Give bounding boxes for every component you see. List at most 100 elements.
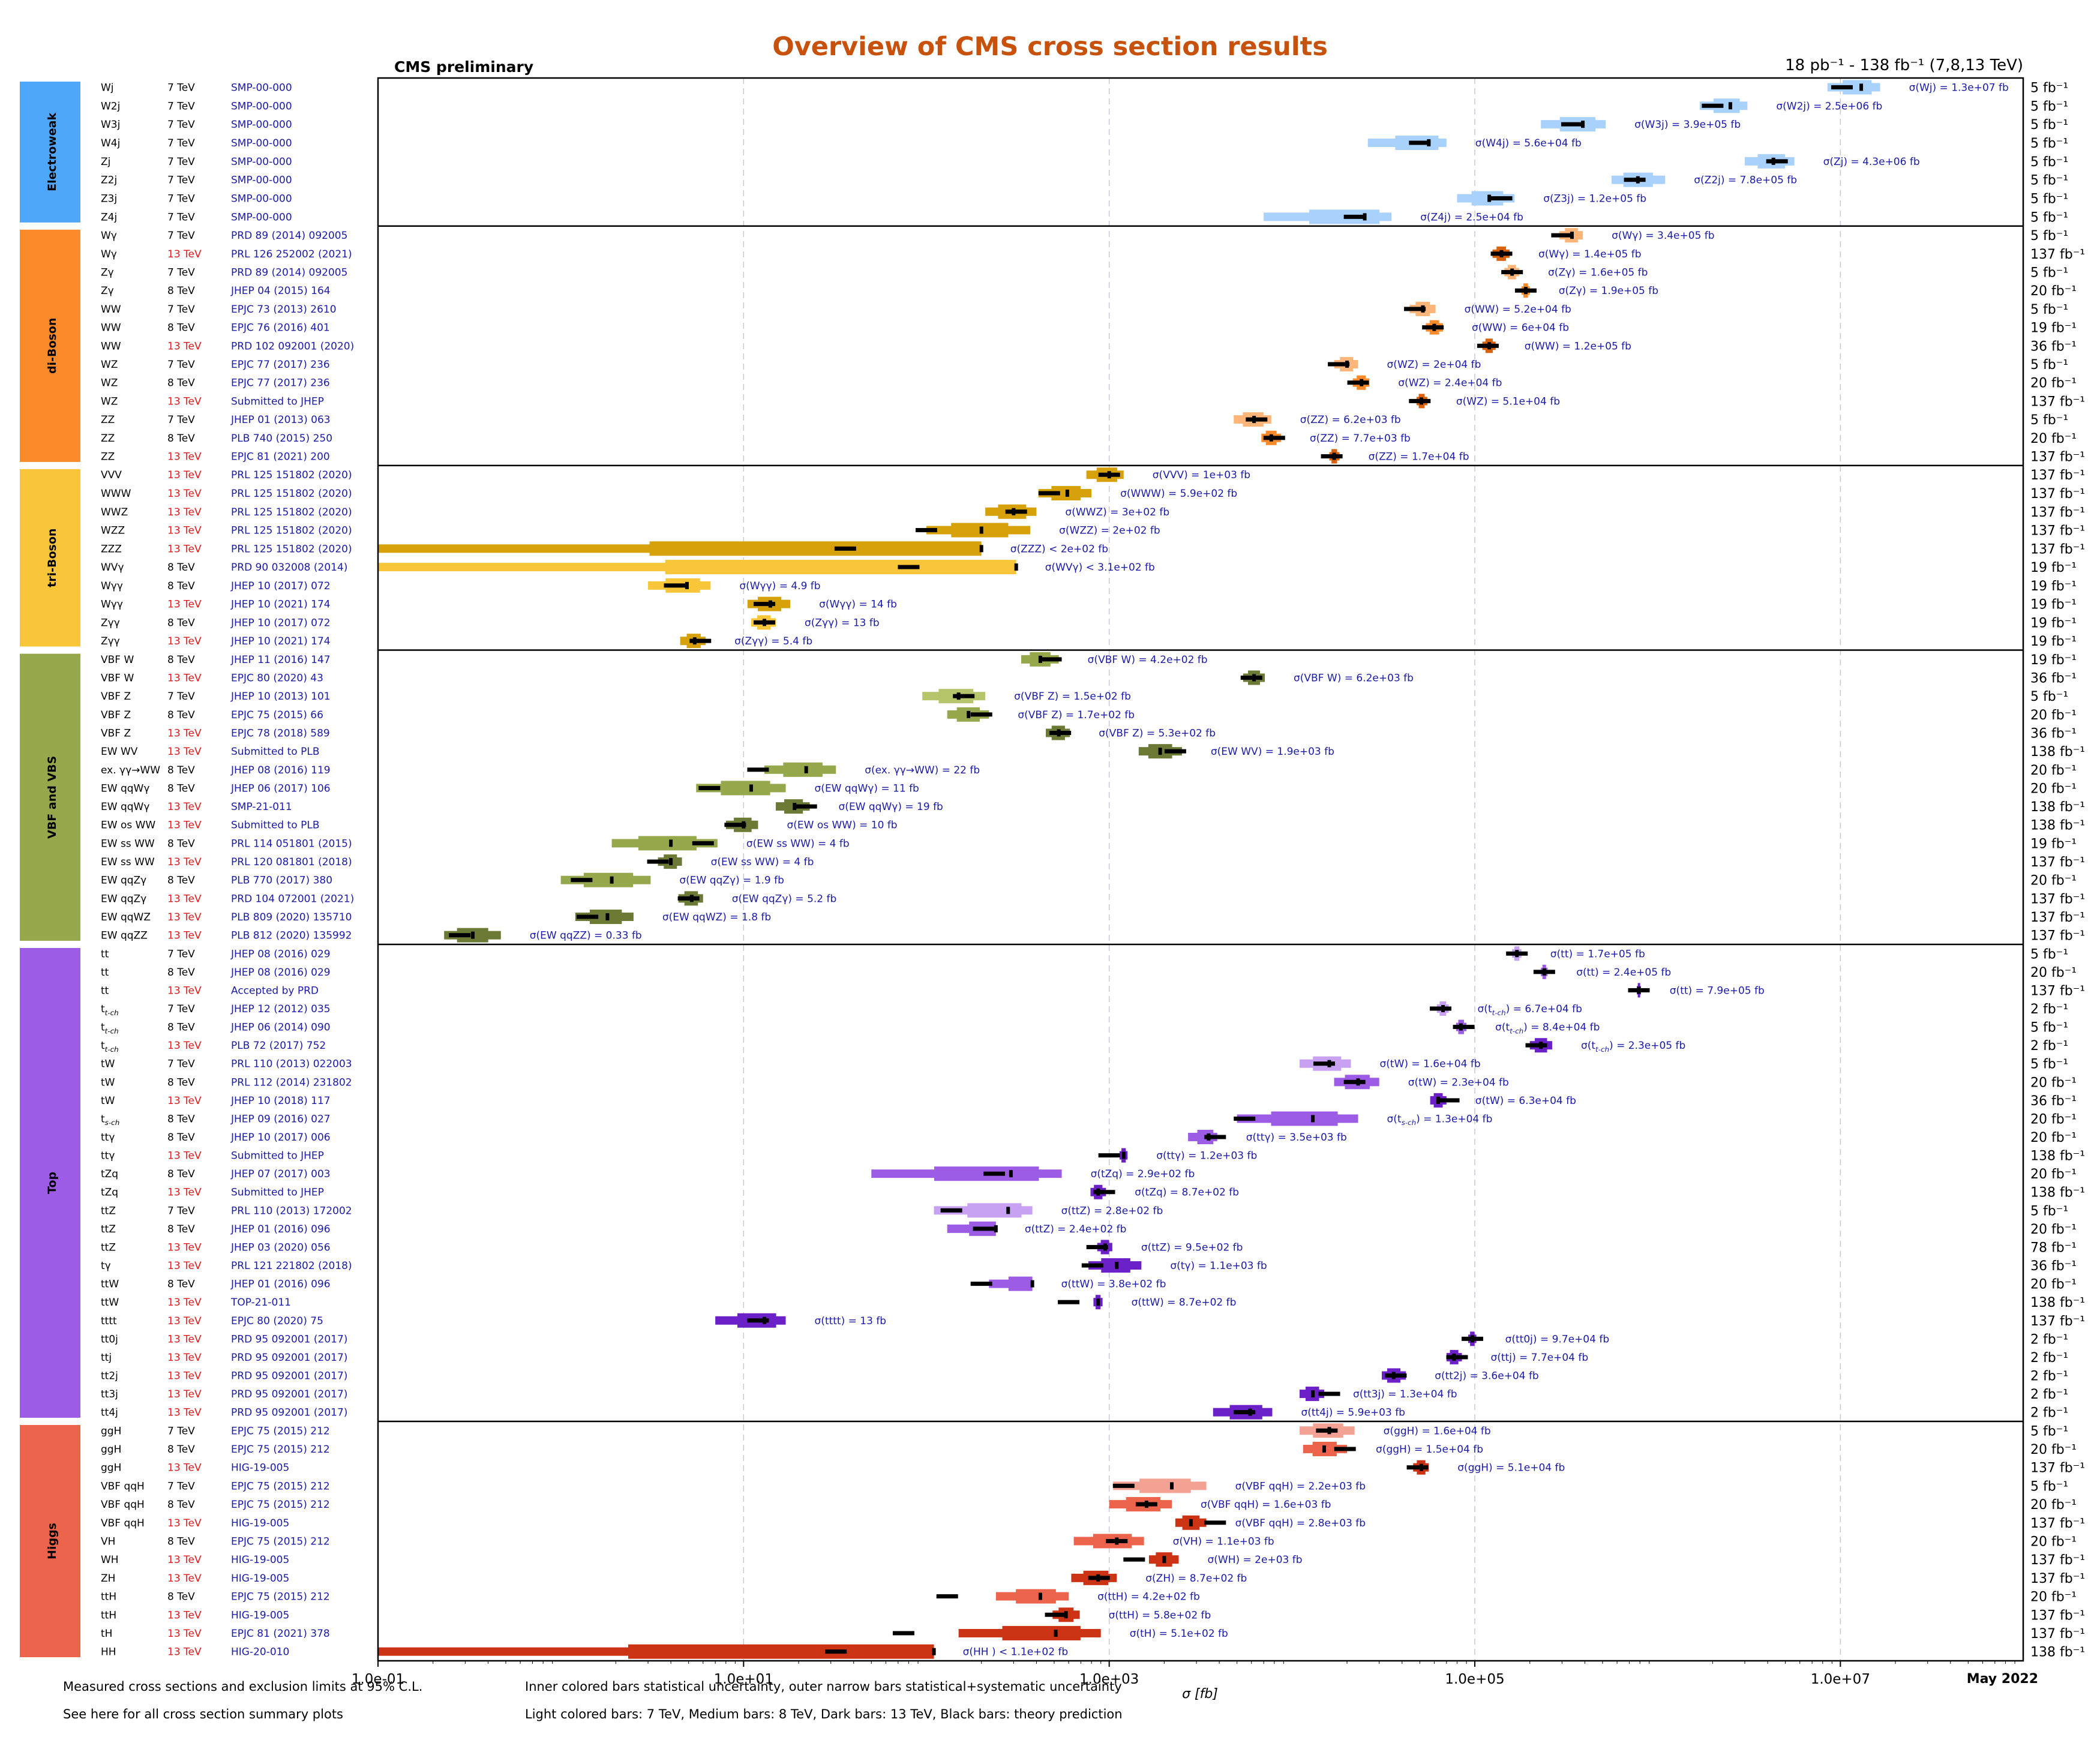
theory-bar <box>1343 1079 1366 1084</box>
energy-label: 13 TeV <box>167 1388 202 1400</box>
value-annotation: σ(W3j) = 3.9e+05 fb <box>1634 119 1741 131</box>
process-label: tZq <box>101 1168 118 1180</box>
value-annotation: σ(ZZZ) < 2e+02 fb <box>1010 543 1108 555</box>
measurement-point <box>1096 1188 1100 1196</box>
theory-bar <box>940 1208 962 1213</box>
measurement-point <box>1470 1335 1474 1343</box>
measurement-point <box>1523 287 1528 295</box>
value-annotation: σ(Wγγ) = 14 fb <box>819 599 897 611</box>
process-label: VBF qqH <box>101 1517 145 1529</box>
process-label: ttW <box>101 1279 119 1291</box>
reference-label: PRL 120 081801 (2018) <box>231 856 352 868</box>
measurement-point <box>1441 1004 1445 1012</box>
measurement-point <box>994 1225 998 1232</box>
group-band <box>20 82 80 223</box>
reference-label: PRD 90 032008 (2014) <box>231 562 347 574</box>
energy-label: 13 TeV <box>167 451 202 463</box>
measurement-point <box>1158 748 1162 755</box>
process-label: ZZZ <box>101 543 122 555</box>
lumi-value: 137 fb⁻¹ <box>2030 1571 2085 1586</box>
theory-bar <box>1551 233 1573 238</box>
process-label: ZZ <box>101 451 115 463</box>
energy-label: 8 TeV <box>167 709 195 721</box>
theory-bar <box>1385 1373 1407 1378</box>
measurement-point <box>1103 1243 1107 1251</box>
theory-bar <box>1404 307 1426 311</box>
theory-bar <box>1347 380 1369 385</box>
theory-bar <box>973 1226 995 1231</box>
energy-label: 8 TeV <box>167 285 195 297</box>
value-annotation: σ(Zγγ) = 13 fb <box>805 617 880 629</box>
value-annotation: σ(VBF qqH) = 1.6e+03 fb <box>1201 1499 1331 1511</box>
lumi-value: 5 fb⁻¹ <box>2030 1424 2068 1439</box>
theory-bar <box>1038 491 1060 496</box>
reference-label: PRL 126 252002 (2021) <box>231 248 352 260</box>
measurement-point <box>1419 1463 1423 1471</box>
value-annotation: σ(Z4j) = 2.5e+04 fb <box>1420 211 1523 223</box>
lumi-value: 5 fb⁻¹ <box>2030 947 2068 962</box>
measurement-point <box>1311 1390 1315 1398</box>
process-label: Z2j <box>101 175 117 187</box>
measurement-point <box>768 600 772 608</box>
stat-bar <box>1016 1589 1056 1604</box>
measurement-point <box>1859 83 1864 91</box>
process-label: tt <box>101 985 109 997</box>
lumi-value: 137 fb⁻¹ <box>2030 1553 2085 1568</box>
process-label: tt-ch <box>101 1022 119 1036</box>
lumi-value: 5 fb⁻¹ <box>2030 1479 2068 1494</box>
energy-label: 7 TeV <box>167 1058 195 1070</box>
value-annotation: σ(VBF qqH) = 2.2e+03 fb <box>1235 1480 1366 1492</box>
reference-label: SMP-00-000 <box>231 211 292 223</box>
energy-label: 13 TeV <box>167 248 202 260</box>
process-label: ts-ch <box>101 1113 119 1127</box>
measurement-point <box>605 913 610 920</box>
energy-label: 13 TeV <box>167 746 202 758</box>
lumi-value: 20 fb⁻¹ <box>2030 376 2077 391</box>
measurement-point <box>1363 213 1367 221</box>
lumi-value: 20 fb⁻¹ <box>2030 1277 2077 1292</box>
energy-label: 13 TeV <box>167 985 202 997</box>
value-annotation: σ(Wγ) = 3.4e+05 fb <box>1612 230 1715 242</box>
theory-bar <box>1343 214 1366 219</box>
lumi-value: 20 fb⁻¹ <box>2030 1222 2077 1237</box>
value-annotation: σ(tt) = 2.4e+05 fb <box>1576 967 1671 979</box>
reference-label: EPJC 77 (2017) 236 <box>231 359 330 371</box>
value-annotation: σ(WZ) = 2e+04 fb <box>1387 359 1481 371</box>
process-label: WW <box>101 304 121 316</box>
process-label: W3j <box>101 119 120 131</box>
measurement-point <box>1189 1519 1193 1526</box>
lumi-value: 20 fb⁻¹ <box>2030 1075 2077 1090</box>
energy-label: 13 TeV <box>167 599 202 611</box>
theory-bar <box>1446 1355 1468 1360</box>
lumi-value: 138 fb⁻¹ <box>2030 1645 2085 1660</box>
value-annotation: σ(tt4j) = 5.9e+03 fb <box>1301 1407 1405 1419</box>
process-label: tγ <box>101 1260 111 1272</box>
theory-bar <box>754 602 776 607</box>
measurement-point <box>1248 1408 1252 1416</box>
process-label: EW qqWγ <box>101 782 149 794</box>
reference-label: Accepted by PRD <box>231 985 319 997</box>
process-label: VBF qqH <box>101 1480 145 1492</box>
reference-label: EPJC 75 (2015) 66 <box>231 709 323 721</box>
energy-label: 8 TeV <box>167 1022 195 1034</box>
energy-label: 13 TeV <box>167 1462 202 1474</box>
theory-bar <box>571 878 593 883</box>
measurement-point <box>1207 1133 1211 1141</box>
process-label: Wγγ <box>101 580 123 592</box>
lumi-value: 36 fb⁻¹ <box>2030 671 2077 686</box>
value-annotation: σ(VH) = 1.1e+03 fb <box>1173 1535 1274 1547</box>
measurement-point <box>1636 176 1640 184</box>
measurement-point <box>1510 268 1514 276</box>
energy-label: 7 TeV <box>167 119 195 131</box>
energy-label: 13 TeV <box>167 1628 202 1640</box>
reference-label: HIG-19-005 <box>231 1462 289 1474</box>
process-label: VBF Z <box>101 691 131 703</box>
process-label: Zγ <box>101 285 114 297</box>
reference-label: SMP-00-000 <box>231 175 292 187</box>
value-annotation: σ(Zγγ) = 5.4 fb <box>734 635 812 647</box>
reference-label: SMP-00-000 <box>231 156 292 168</box>
reference-label: JHEP 10 (2017) 006 <box>230 1132 331 1144</box>
stat-bar <box>1139 1478 1191 1493</box>
lumi-value: 19 fb⁻¹ <box>2030 616 2077 631</box>
energy-label: 7 TeV <box>167 304 195 316</box>
